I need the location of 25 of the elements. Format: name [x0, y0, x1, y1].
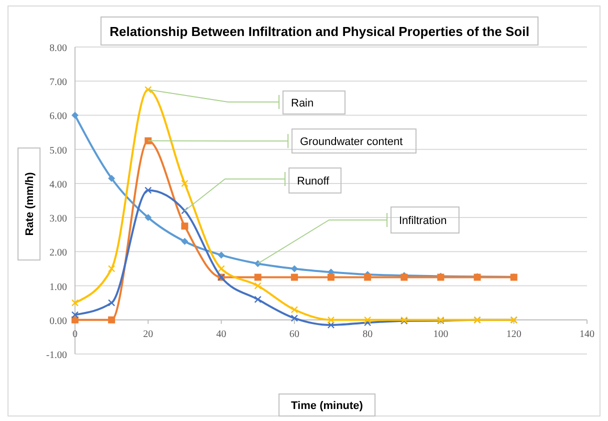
y-tick-label: 8.00 [50, 43, 67, 54]
x-tick-label: 60 [289, 328, 300, 340]
text: Rain [291, 98, 314, 110]
x-axis-title: Time (minute) [291, 400, 364, 412]
x-tick-label: 0 [72, 328, 78, 340]
y-tick-label: 1.00 [50, 282, 67, 293]
y-tick-label: 0.00 [50, 316, 67, 327]
y-tick-label: 3.00 [50, 214, 67, 225]
y-tick-label: 2.00 [50, 248, 67, 259]
x-tick-label: 80 [362, 328, 373, 340]
y-tick-label: 5.00 [50, 145, 67, 156]
x-tick-label: 120 [506, 328, 522, 340]
y-tick-label: -1.00 [46, 350, 67, 361]
x-tick-label: 20 [143, 328, 154, 340]
text: Runoff [297, 176, 330, 188]
x-tick-label: 100 [433, 328, 448, 340]
text: Infiltration [399, 215, 447, 227]
x-tick-label: 140 [580, 328, 594, 340]
y-tick-label: 4.00 [50, 179, 67, 190]
text: Groundwater content [300, 136, 403, 148]
chart-title: Relationship Between Infiltration and Physical Properties of the Soil [110, 24, 530, 39]
y-axis-title: Rate (mm/h) [24, 172, 36, 236]
y-tick-label: 7.00 [50, 77, 67, 88]
x-tick-label: 40 [216, 328, 226, 340]
y-tick-label: 6.00 [50, 111, 67, 122]
